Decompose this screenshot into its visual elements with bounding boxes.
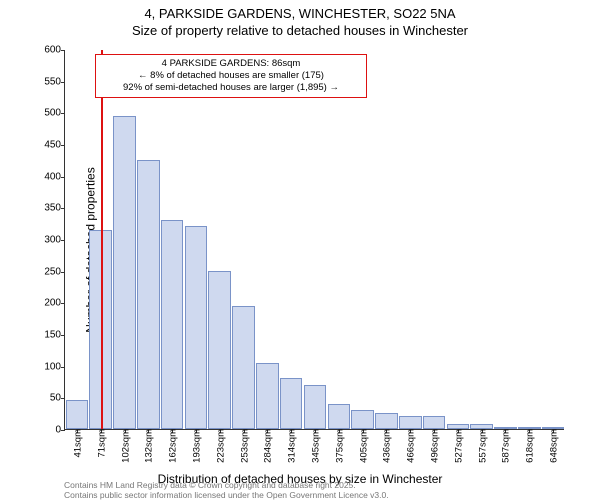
histogram-bar bbox=[232, 306, 255, 430]
histogram-bar bbox=[280, 378, 303, 429]
histogram-bar bbox=[423, 416, 446, 429]
x-tick-label: 436sqm bbox=[380, 429, 393, 463]
x-tick-label: 557sqm bbox=[475, 429, 488, 463]
x-tick-label: 618sqm bbox=[523, 429, 536, 463]
y-tick-label: 600 bbox=[44, 45, 65, 56]
histogram-bar bbox=[328, 404, 351, 429]
x-tick-label: 132sqm bbox=[142, 429, 155, 463]
histogram-bar bbox=[113, 116, 136, 430]
y-tick-label: 50 bbox=[50, 393, 65, 404]
histogram-bar bbox=[256, 363, 279, 430]
y-tick-label: 400 bbox=[44, 171, 65, 182]
histogram-bar bbox=[66, 400, 89, 429]
x-tick-label: 314sqm bbox=[285, 429, 298, 463]
chart-container: 4, PARKSIDE GARDENS, WINCHESTER, SO22 5N… bbox=[0, 0, 600, 500]
x-tick-label: 162sqm bbox=[166, 429, 179, 463]
x-tick-label: 223sqm bbox=[213, 429, 226, 463]
histogram-bar bbox=[304, 385, 327, 429]
title-line-1: 4, PARKSIDE GARDENS, WINCHESTER, SO22 5N… bbox=[0, 6, 600, 23]
y-tick-label: 450 bbox=[44, 140, 65, 151]
histogram-bar bbox=[351, 410, 374, 429]
chart-footer: Contains HM Land Registry data © Crown c… bbox=[64, 481, 389, 500]
annotation-box: 4 PARKSIDE GARDENS: 86sqm← 8% of detache… bbox=[95, 54, 367, 98]
plot-area: 05010015020025030035040045050055060041sq… bbox=[64, 50, 564, 430]
histogram-bar bbox=[375, 413, 398, 429]
annotation-line-2: ← 8% of detached houses are smaller (175… bbox=[101, 70, 361, 82]
x-tick-label: 193sqm bbox=[189, 429, 202, 463]
histogram-bar bbox=[185, 226, 208, 429]
chart-title: 4, PARKSIDE GARDENS, WINCHESTER, SO22 5N… bbox=[0, 0, 600, 40]
y-tick-label: 150 bbox=[44, 330, 65, 341]
reference-line bbox=[101, 50, 103, 429]
x-tick-label: 102sqm bbox=[118, 429, 131, 463]
histogram-bar bbox=[137, 160, 160, 429]
y-tick-label: 500 bbox=[44, 108, 65, 119]
y-tick-label: 550 bbox=[44, 76, 65, 87]
x-tick-label: 41sqm bbox=[70, 429, 83, 458]
y-tick-label: 300 bbox=[44, 235, 65, 246]
x-tick-label: 648sqm bbox=[547, 429, 560, 463]
histogram-bar bbox=[399, 416, 422, 429]
annotation-line-3: 92% of semi-detached houses are larger (… bbox=[101, 82, 361, 94]
x-tick-label: 527sqm bbox=[451, 429, 464, 463]
footer-line-2: Contains public sector information licen… bbox=[64, 491, 389, 500]
x-tick-label: 375sqm bbox=[332, 429, 345, 463]
x-tick-label: 253sqm bbox=[237, 429, 250, 463]
histogram-bar bbox=[161, 220, 184, 429]
y-tick-label: 250 bbox=[44, 266, 65, 277]
title-line-2: Size of property relative to detached ho… bbox=[0, 23, 600, 40]
y-tick-label: 200 bbox=[44, 298, 65, 309]
y-tick-label: 350 bbox=[44, 203, 65, 214]
x-tick-label: 496sqm bbox=[428, 429, 441, 463]
annotation-line-1: 4 PARKSIDE GARDENS: 86sqm bbox=[101, 58, 361, 70]
x-tick-label: 587sqm bbox=[499, 429, 512, 463]
x-tick-label: 466sqm bbox=[404, 429, 417, 463]
y-tick-label: 0 bbox=[55, 425, 65, 436]
x-tick-label: 345sqm bbox=[309, 429, 322, 463]
x-tick-label: 71sqm bbox=[94, 429, 107, 458]
x-tick-label: 284sqm bbox=[261, 429, 274, 463]
y-tick-label: 100 bbox=[44, 361, 65, 372]
histogram-bar bbox=[208, 271, 231, 429]
x-tick-label: 405sqm bbox=[356, 429, 369, 463]
